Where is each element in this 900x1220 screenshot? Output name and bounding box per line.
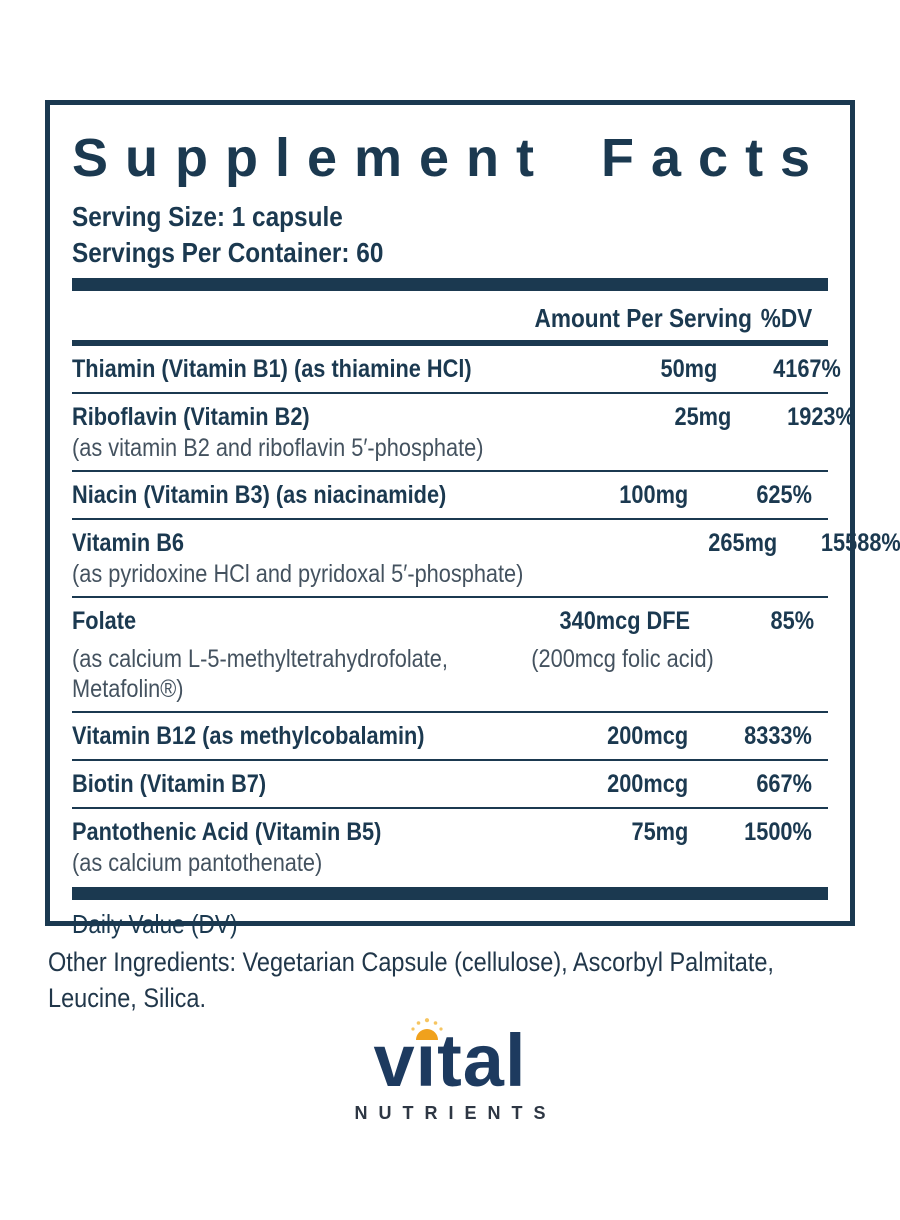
table-row: Biotin (Vitamin B7) 200mcg 667%: [72, 761, 828, 809]
table-row: Vitamin B6 (as pyridoxine HCl and pyrido…: [72, 520, 900, 598]
table-row: Pantothenic Acid (Vitamin B5) (as calciu…: [72, 809, 828, 885]
nutrient-name: Pantothenic Acid (Vitamin B5): [72, 818, 382, 846]
table-row: Folate (as calcium L-5-methyltetrahydrof…: [72, 598, 828, 713]
nutrient-amount: 200mcg: [606, 770, 688, 798]
nutrient-name: Vitamin B6: [72, 529, 185, 557]
nutrient-amount: 340mcg DFE: [559, 607, 691, 635]
serving-size: Serving Size: 1 capsule: [72, 199, 828, 235]
serving-size-text: Serving Size: 1 capsule: [72, 201, 343, 232]
table-row: Riboflavin (Vitamin B2) (as vitamin B2 a…: [72, 394, 855, 472]
nutrient-dv: 4167%: [773, 355, 842, 383]
servings-per-container: Servings Per Container: 60: [72, 235, 828, 271]
brand-logo: vital NUTRIENTS: [0, 1017, 900, 1124]
nutrient-dv: 8333%: [744, 722, 812, 750]
nutrient-source: Metafolin®): [72, 675, 184, 703]
nutrient-amount-sub: (200mcg folic acid): [531, 645, 714, 673]
nutrient-dv: 1923%: [787, 403, 855, 431]
other-ingredients-line2: Leucine, Silica.: [48, 983, 207, 1013]
header-percent-dv: %DV: [760, 303, 812, 333]
nutrient-amount: 25mg: [674, 403, 731, 431]
supplement-facts-panel: Supplement Facts Serving Size: 1 capsule…: [45, 100, 900, 939]
nutrient-name: Folate: [72, 607, 137, 635]
nutrient-source: (as pyridoxine HCl and pyridoxal 5′-phos…: [72, 560, 524, 588]
sun-icon: [410, 1017, 445, 1040]
nutrient-amount: 265mg: [707, 529, 777, 557]
table-header-row: Amount Per Serving %DV: [72, 291, 828, 346]
nutrient-amount: 200mcg: [606, 722, 688, 750]
brand-subname: NUTRIENTS: [354, 1103, 557, 1123]
panel-title: Supplement Facts: [72, 128, 828, 188]
nutrient-dv: 1500%: [744, 818, 812, 846]
table-row: Niacin (Vitamin B3) (as niacinamide) 100…: [72, 472, 828, 520]
daily-value-footnote: Daily Value (DV): [72, 909, 238, 939]
table-row: Thiamin (Vitamin B1) (as thiamine HCl) 5…: [72, 346, 841, 394]
nutrient-name: Thiamin (Vitamin B1) (as thiamine HCl): [72, 355, 472, 383]
nutrient-amount: 75mg: [631, 818, 688, 846]
other-ingredients-line1: Other Ingredients: Vegetarian Capsule (c…: [48, 947, 774, 977]
nutrient-name: Biotin (Vitamin B7): [72, 770, 267, 798]
nutrient-dv: 15588%: [821, 529, 900, 557]
nutrient-source: (as calcium pantothenate): [72, 849, 323, 877]
nutrient-amount: 50mg: [660, 355, 718, 383]
nutrient-name: Niacin (Vitamin B3) (as niacinamide): [72, 481, 447, 509]
nutrient-dv: 667%: [756, 770, 812, 798]
nutrient-dv: 85%: [770, 607, 815, 635]
nutrient-amount: 100mg: [619, 481, 689, 509]
divider-bar-top: [72, 278, 828, 291]
table-row: Vitamin B12 (as methylcobalamin) 200mcg …: [72, 713, 828, 761]
nutrient-name: Vitamin B12 (as methylcobalamin): [72, 722, 425, 750]
header-amount-per-serving: Amount Per Serving: [534, 303, 752, 333]
serving-info: Serving Size: 1 capsule Servings Per Con…: [72, 199, 828, 271]
nutrient-source: (as vitamin B2 and riboflavin 5′-phospha…: [72, 434, 484, 462]
nutrient-source: (as calcium L-5-methyltetrahydrofolate,: [72, 645, 448, 673]
nutrient-dv: 625%: [756, 481, 813, 509]
brand-name: vital: [373, 1019, 527, 1102]
divider-bar-bottom: [72, 887, 828, 900]
servings-per-container-text: Servings Per Container: 60: [72, 237, 384, 268]
other-ingredients: Other Ingredients: Vegetarian Capsule (c…: [48, 944, 848, 1016]
nutrient-name: Riboflavin (Vitamin B2): [72, 403, 310, 431]
